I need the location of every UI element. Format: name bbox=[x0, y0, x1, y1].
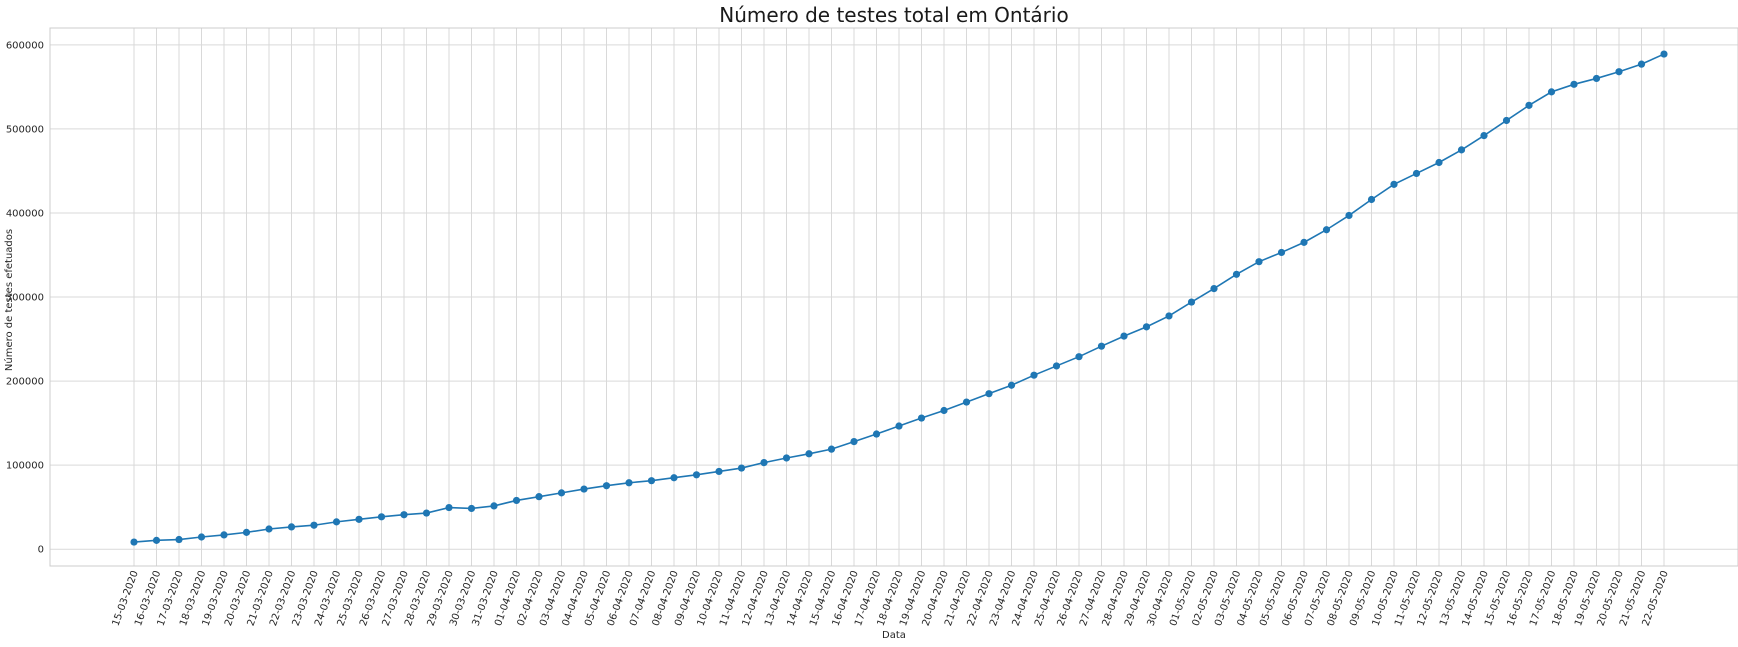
data-point bbox=[1570, 80, 1578, 88]
y-tick-label: 100000 bbox=[6, 461, 44, 472]
data-point bbox=[580, 485, 588, 493]
data-point bbox=[1052, 362, 1061, 370]
data-point bbox=[917, 414, 926, 422]
data-point bbox=[827, 445, 836, 453]
grid bbox=[50, 28, 1738, 566]
chart-title: Número de testes total em Ontário bbox=[719, 3, 1068, 27]
y-tick-label: 200000 bbox=[6, 377, 44, 388]
x-axis-ticks: 15-03-202016-03-202017-03-202018-03-2020… bbox=[111, 569, 1671, 627]
data-point bbox=[1165, 312, 1173, 320]
y-tick-label: 600000 bbox=[6, 40, 44, 51]
data-point bbox=[287, 523, 296, 531]
data-point bbox=[1502, 116, 1511, 125]
x-axis-label: Data bbox=[882, 630, 906, 641]
data-point bbox=[332, 518, 341, 526]
data-point bbox=[1142, 323, 1151, 331]
data-point bbox=[602, 482, 611, 490]
data-point bbox=[400, 511, 408, 519]
data-point bbox=[220, 531, 228, 539]
data-point bbox=[130, 538, 138, 546]
data-point bbox=[535, 493, 543, 501]
data-point bbox=[872, 430, 881, 438]
data-point bbox=[377, 513, 386, 521]
data-point bbox=[1255, 258, 1263, 266]
data-point bbox=[895, 422, 903, 430]
data-point bbox=[782, 454, 791, 462]
data-point bbox=[1030, 371, 1038, 379]
data-point bbox=[985, 390, 993, 398]
y-tick-label: 300000 bbox=[6, 293, 44, 304]
data-point bbox=[197, 533, 206, 541]
data-point bbox=[1345, 211, 1353, 220]
data-point bbox=[1457, 146, 1466, 154]
data-point bbox=[940, 406, 948, 415]
data-point bbox=[1367, 195, 1376, 204]
data-point bbox=[1637, 60, 1646, 68]
data-point bbox=[512, 496, 521, 505]
data-point bbox=[1615, 68, 1623, 76]
data-point bbox=[310, 521, 318, 529]
data-point bbox=[670, 474, 678, 482]
series-points bbox=[130, 50, 1668, 546]
data-point bbox=[1210, 284, 1218, 293]
data-point bbox=[692, 471, 701, 479]
data-point bbox=[1480, 132, 1488, 140]
data-point bbox=[1525, 101, 1533, 109]
data-point bbox=[760, 459, 768, 467]
data-point bbox=[175, 535, 183, 544]
data-point bbox=[1277, 248, 1286, 257]
data-point bbox=[1120, 332, 1128, 340]
y-axis-ticks: 0 100000 200000 300000 400000 500000 600000 bbox=[6, 40, 44, 555]
data-point bbox=[1435, 158, 1443, 167]
data-point bbox=[467, 504, 476, 513]
data-point bbox=[1075, 353, 1083, 361]
data-point bbox=[647, 477, 656, 485]
data-point bbox=[1300, 238, 1308, 246]
data-point bbox=[850, 437, 858, 446]
data-point bbox=[1547, 88, 1556, 96]
data-point bbox=[490, 502, 498, 510]
data-point bbox=[152, 536, 161, 544]
data-point bbox=[805, 450, 813, 458]
data-point bbox=[265, 525, 273, 533]
data-point bbox=[1187, 298, 1196, 306]
data-point bbox=[1322, 226, 1331, 234]
y-tick-label: 400000 bbox=[6, 208, 44, 219]
data-point bbox=[242, 528, 251, 536]
data-point bbox=[422, 509, 431, 517]
data-point bbox=[625, 479, 633, 487]
data-point bbox=[737, 464, 746, 472]
data-point bbox=[1232, 270, 1241, 278]
y-tick-label: 0 bbox=[38, 545, 44, 556]
data-point bbox=[1660, 50, 1668, 58]
data-point bbox=[962, 398, 971, 406]
data-point bbox=[355, 515, 363, 523]
data-point bbox=[1592, 74, 1601, 83]
y-axis-label: Número de testes efetuados bbox=[3, 229, 15, 371]
data-point bbox=[1007, 381, 1016, 389]
plot-frame bbox=[49, 27, 1738, 567]
data-point bbox=[715, 467, 723, 476]
y-tick-label: 500000 bbox=[6, 124, 44, 135]
data-point bbox=[1097, 342, 1106, 350]
data-point bbox=[445, 503, 453, 512]
data-point bbox=[557, 489, 566, 497]
data-point bbox=[1412, 169, 1421, 178]
data-point bbox=[1390, 180, 1398, 188]
